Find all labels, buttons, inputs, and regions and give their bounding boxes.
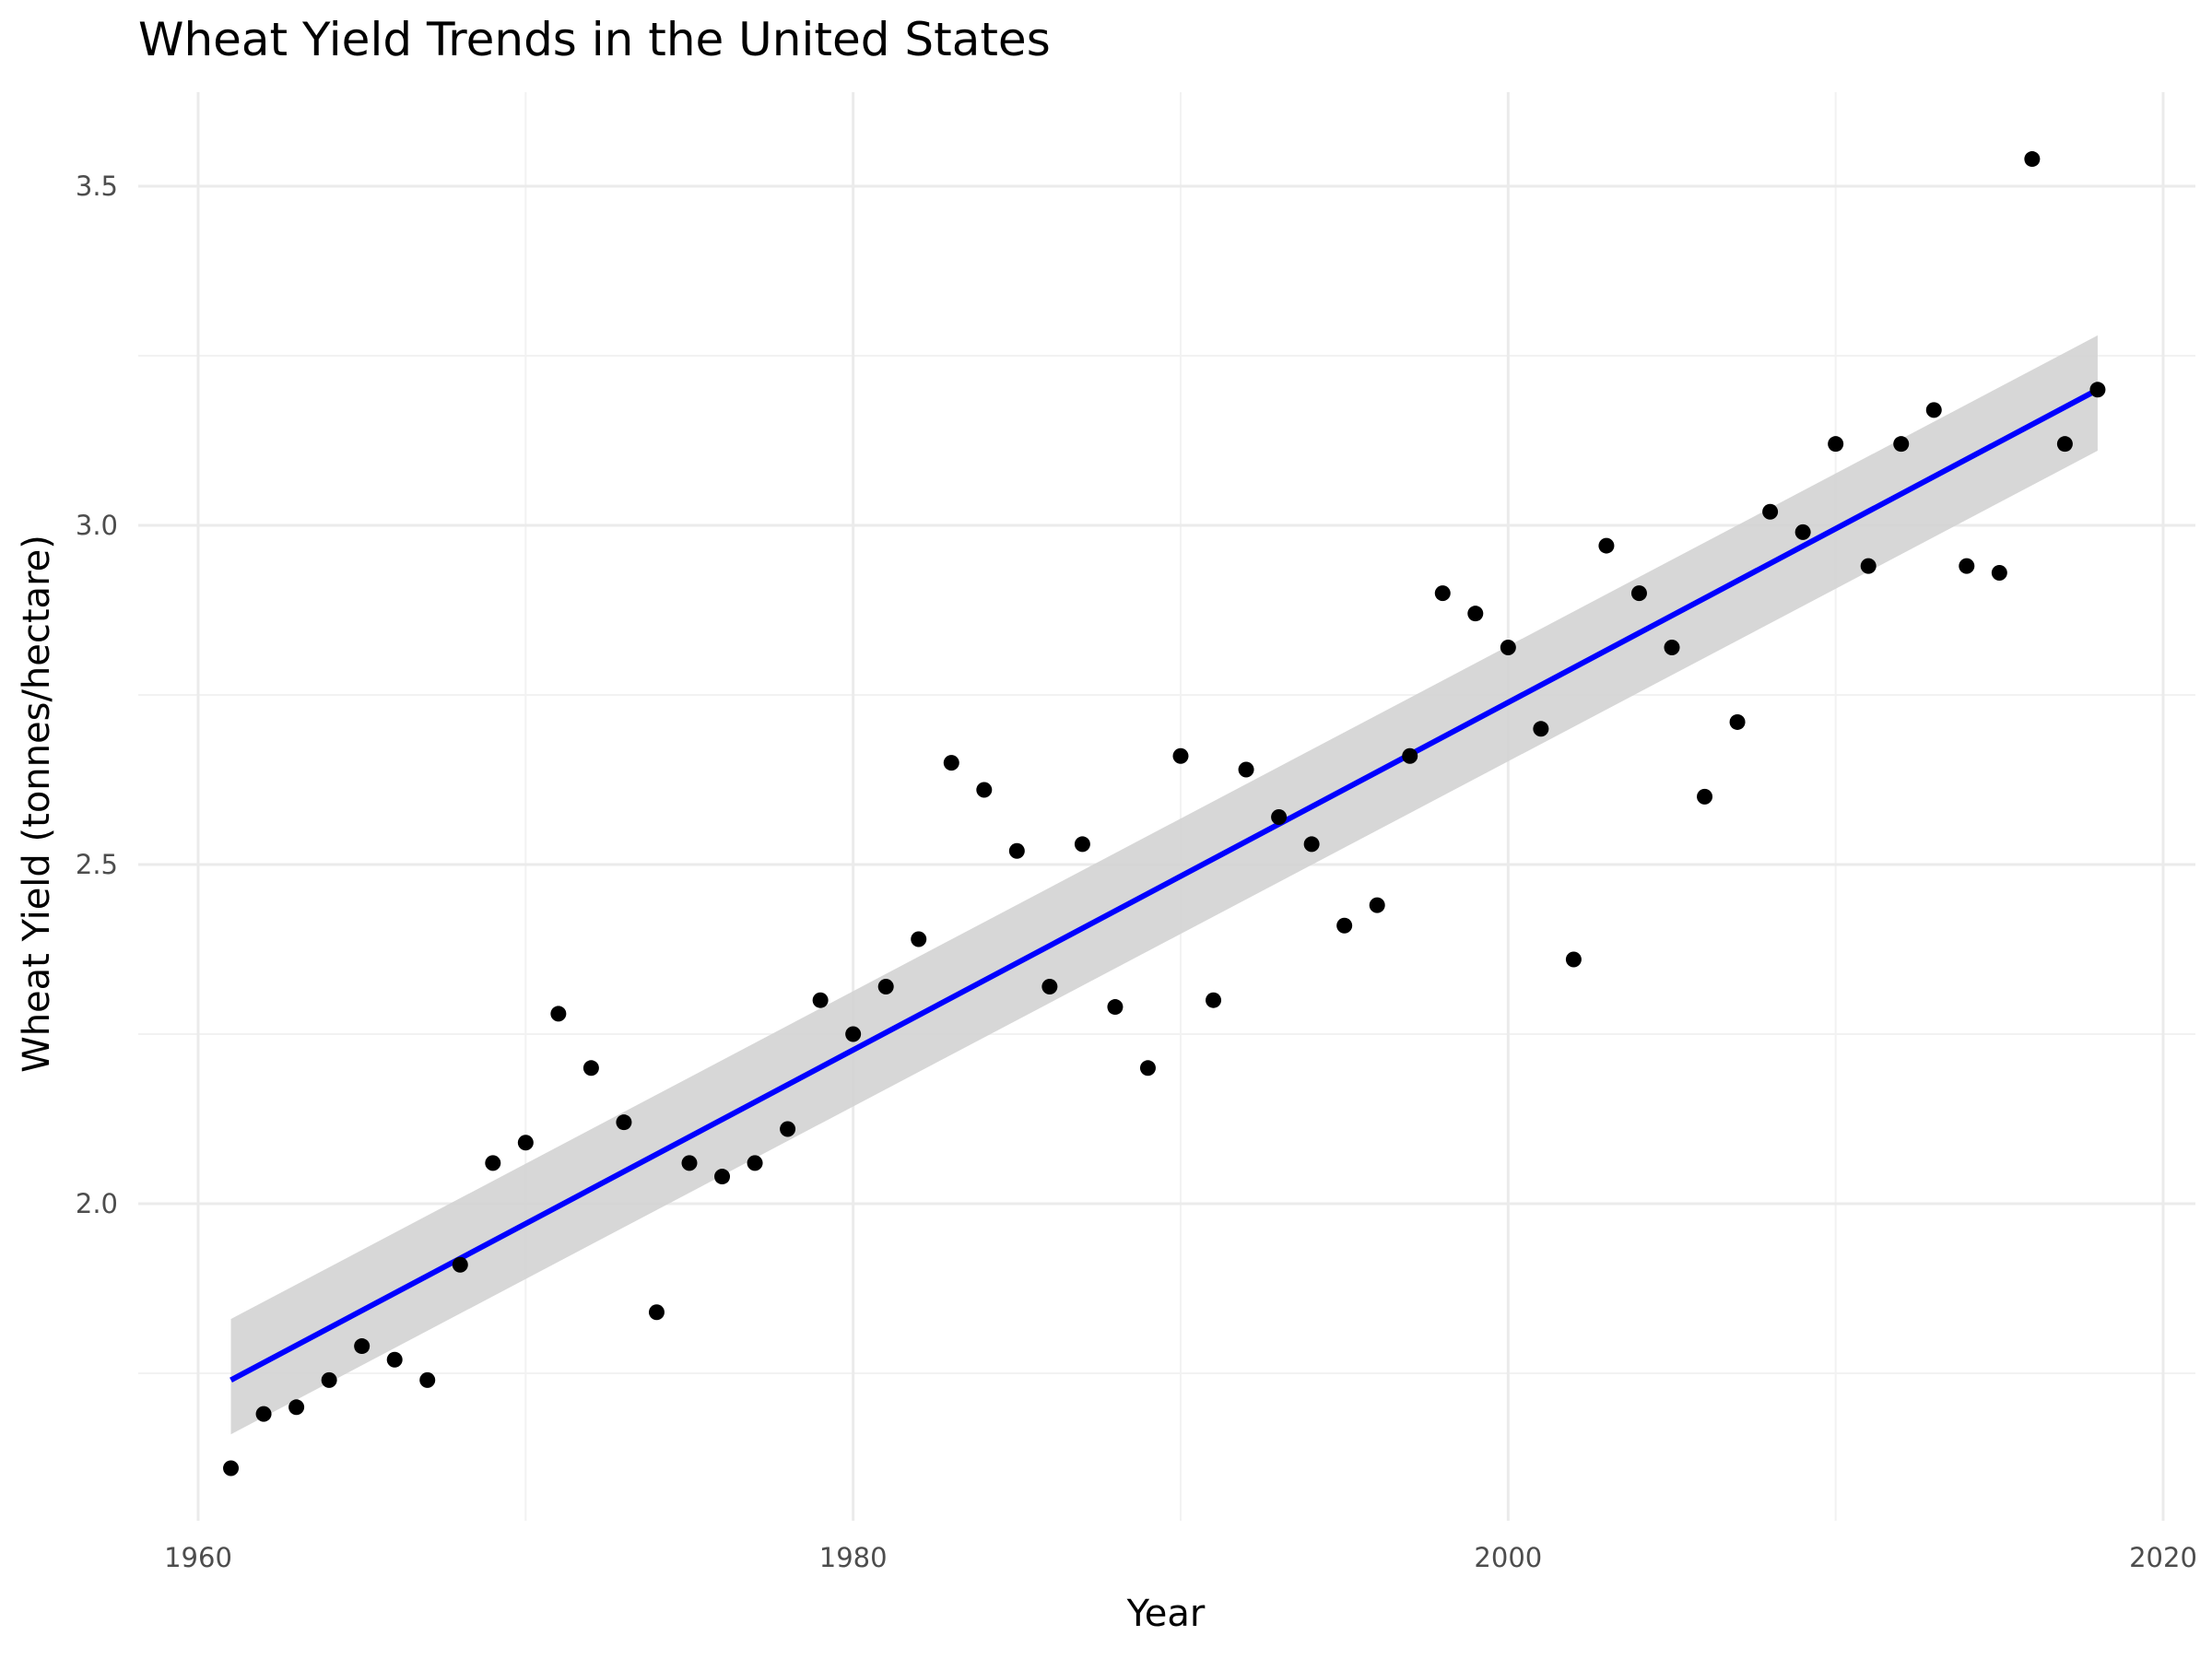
trend-line — [229, 387, 2100, 1383]
data-point — [1500, 639, 1516, 655]
x-axis-title: Year — [1126, 1593, 1206, 1635]
data-point — [1533, 721, 1549, 737]
data-point — [1139, 1060, 1156, 1077]
data-point — [976, 782, 993, 798]
data-point — [1893, 436, 1910, 453]
x-axis-ticks: 1960 1980 2000 2020 — [164, 1542, 2197, 1573]
data-point — [1172, 747, 1189, 764]
data-point — [1664, 639, 1680, 655]
data-point — [1762, 503, 1779, 520]
data-point — [1565, 951, 1582, 968]
data-point — [419, 1371, 436, 1388]
data-point — [1991, 565, 2007, 582]
data-point — [648, 1304, 665, 1321]
y-tick-label: 3.0 — [76, 510, 118, 541]
data-point — [2089, 382, 2106, 398]
data-point — [1729, 713, 1746, 730]
data-point — [877, 978, 894, 994]
data-point — [1206, 992, 1222, 1008]
chart-title: Wheat Yield Trends in the United States — [138, 13, 1051, 66]
data-point — [780, 1121, 796, 1137]
data-point — [1598, 537, 1615, 554]
y-axis-title: Wheat Yield (tonnes/hectare) — [16, 535, 58, 1073]
data-point — [485, 1155, 501, 1171]
data-point — [2024, 151, 2041, 168]
data-point — [714, 1169, 731, 1185]
x-tick-label: 1960 — [164, 1542, 232, 1573]
data-point — [1467, 606, 1484, 622]
data-point — [1074, 836, 1090, 853]
data-point — [452, 1256, 468, 1273]
data-point — [1860, 558, 1877, 574]
y-axis-ticks: 2.0 2.5 3.0 3.5 — [76, 171, 118, 1219]
data-point — [616, 1114, 632, 1131]
data-point — [911, 931, 927, 947]
data-point — [1008, 842, 1025, 859]
x-tick-label: 2020 — [2129, 1542, 2197, 1573]
y-tick-label: 3.5 — [76, 171, 118, 202]
data-point — [681, 1155, 698, 1171]
data-point — [550, 1006, 567, 1022]
data-point — [1238, 761, 1254, 778]
data-point — [812, 992, 829, 1008]
data-point — [1369, 897, 1385, 913]
x-tick-label: 2000 — [1474, 1542, 1542, 1573]
y-tick-label: 2.5 — [76, 849, 118, 880]
data-point — [255, 1406, 272, 1422]
data-point — [1794, 524, 1811, 540]
data-point — [1434, 585, 1451, 602]
data-point — [1107, 999, 1124, 1016]
x-tick-label: 1980 — [819, 1542, 888, 1573]
data-points — [223, 151, 2106, 1477]
data-point — [1925, 402, 1942, 418]
data-point — [517, 1135, 534, 1151]
data-point — [288, 1399, 305, 1416]
y-tick-label: 2.0 — [76, 1188, 118, 1219]
data-point — [1630, 585, 1647, 602]
data-point — [1303, 836, 1320, 853]
data-point — [1828, 436, 1844, 453]
data-point — [1959, 558, 1975, 574]
data-point — [1271, 808, 1288, 825]
data-point — [1041, 978, 1058, 994]
data-point — [321, 1371, 337, 1388]
data-point — [386, 1351, 403, 1368]
data-point — [747, 1155, 763, 1171]
data-point — [1402, 747, 1418, 764]
data-point — [354, 1338, 371, 1355]
data-point — [582, 1060, 599, 1077]
data-point — [1697, 788, 1713, 805]
data-point — [845, 1026, 862, 1042]
data-point — [2056, 436, 2073, 453]
data-point — [943, 755, 959, 771]
data-point — [223, 1460, 240, 1477]
data-point — [1336, 917, 1353, 934]
